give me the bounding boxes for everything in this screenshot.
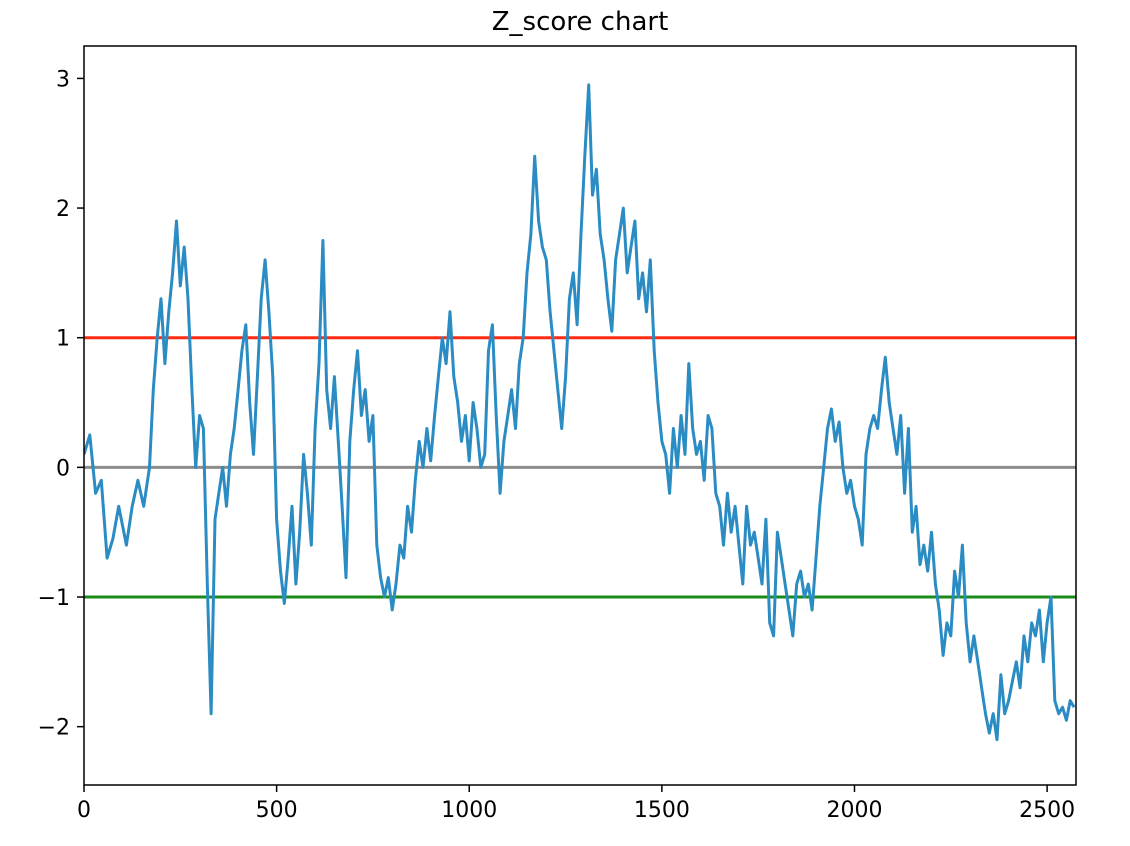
y-tick-label: 2 [56, 197, 70, 222]
y-tick-label: −1 [38, 586, 70, 611]
x-tick-label: 0 [77, 798, 91, 823]
x-tick-label: 1500 [634, 798, 690, 823]
plot-area: 0 500 1000 1500 2000 2500 −2 −1 0 1 2 3 [38, 45, 1077, 823]
x-tick-label: 500 [256, 798, 298, 823]
series-line-0 [84, 83, 1076, 742]
y-tick-label: −2 [38, 716, 70, 741]
y-tick-label: 0 [56, 456, 70, 481]
x-tick-label: 1000 [441, 798, 497, 823]
chart-title: Z_score chart [492, 7, 669, 37]
x-tick-label: 2000 [826, 798, 882, 823]
plot-frame [83, 45, 1077, 786]
x-tick-label: 2500 [1019, 798, 1075, 823]
y-tick-label: 1 [56, 327, 70, 352]
y-tick-label: 3 [56, 67, 70, 92]
